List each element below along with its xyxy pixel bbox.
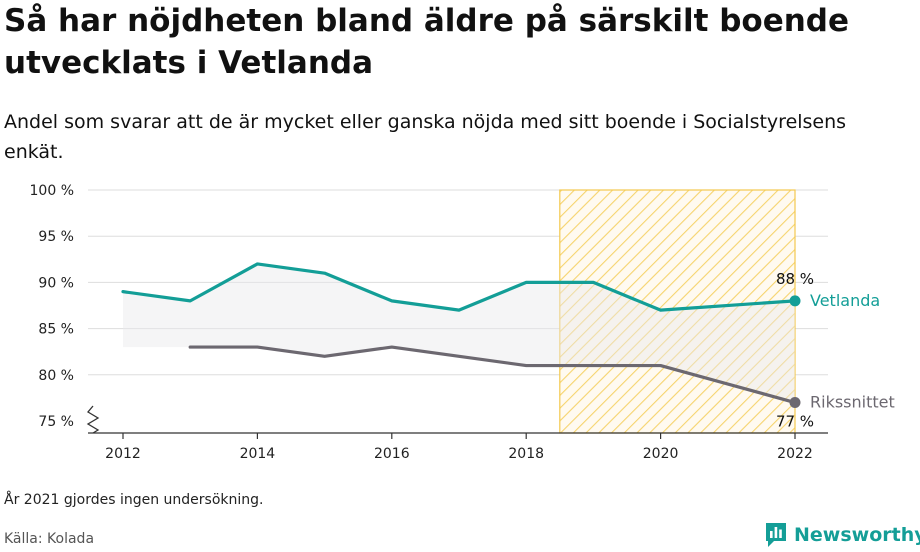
y-tick-label: 85 % xyxy=(38,322,74,338)
brand-logo[interactable]: Newsworthy xyxy=(764,520,920,550)
footnote: År 2021 gjordes ingen undersökning. xyxy=(4,492,264,508)
brand-name: Newsworthy xyxy=(794,524,920,546)
chart-title: Så har nöjdheten bland äldre på särskilt… xyxy=(4,3,850,81)
x-tick-label: 2016 xyxy=(374,446,410,462)
gap-area xyxy=(123,263,795,403)
x-tick-label: 2018 xyxy=(508,446,544,462)
x-tick-label: 2014 xyxy=(240,446,276,462)
y-tick-label: 95 % xyxy=(38,229,74,245)
end-value-label: 88 % xyxy=(776,270,814,288)
difference-area xyxy=(123,263,795,403)
x-tick-label: 2020 xyxy=(643,446,679,462)
y-tick-label: 80 % xyxy=(38,368,74,384)
hatched-area xyxy=(559,189,796,434)
series-name-label: Rikssnittet xyxy=(810,393,895,412)
source-credit: Källa: Kolada xyxy=(4,531,95,547)
highlight-region xyxy=(559,189,796,434)
series-name-label: Vetlanda xyxy=(810,291,880,310)
newsworthy-logo-icon xyxy=(766,523,786,547)
axes: 75 % 80 % 85 % 90 % 95 % 100 % 2012 2014 2016 201… xyxy=(30,183,828,462)
series-lines xyxy=(121,262,801,409)
end-point-rikssnittet xyxy=(789,397,801,409)
x-tick-label: 2022 xyxy=(777,446,813,462)
y-tick-label: 90 % xyxy=(38,275,74,291)
axis-break-icon xyxy=(86,405,100,434)
chart-subtitle: Andel som svarar att de är mycket eller … xyxy=(4,111,847,163)
x-tick-label: 2012 xyxy=(105,446,141,462)
series-line-vetlanda xyxy=(121,262,797,312)
y-tick-label: 75 % xyxy=(38,414,74,430)
series-line-rikssnittet xyxy=(188,345,797,405)
end-point-vetlanda xyxy=(789,295,801,307)
end-value-label: 77 % xyxy=(776,413,814,431)
y-tick-label: 100 % xyxy=(30,183,74,199)
